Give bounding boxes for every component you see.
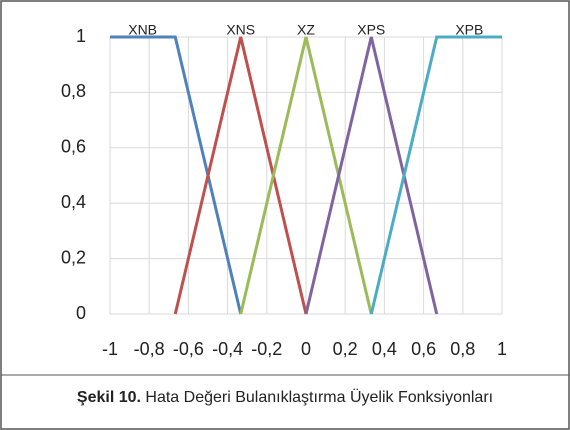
x-tick-label: 0,4 — [372, 339, 397, 359]
y-tick-label: 0,6 — [61, 137, 86, 157]
x-tick-label: 0,2 — [333, 339, 358, 359]
series-line — [304, 36, 439, 315]
x-tick-label: -0,6 — [173, 339, 204, 359]
x-tick-label: -0,8 — [134, 339, 165, 359]
y-tick-label: 0,2 — [61, 247, 86, 267]
y-tick-label: 0,4 — [61, 192, 86, 212]
y-tick-label: 1 — [76, 26, 86, 46]
series-label: XZ — [297, 22, 315, 38]
x-tick-label: 0,6 — [411, 339, 436, 359]
series-line — [110, 35, 243, 315]
y-tick-label: 0 — [76, 303, 86, 323]
series-label: XPS — [357, 22, 385, 38]
caption-label: Şekil 10. — [77, 389, 141, 406]
x-tick-label: 0 — [301, 339, 311, 359]
caption: Şekil 10. Hata Değeri Bulanıklaştırma Üy… — [77, 388, 493, 406]
series-label: XPB — [455, 22, 483, 38]
x-tick-label: -0,4 — [212, 339, 243, 359]
x-tick-label: 1 — [497, 339, 507, 359]
x-tick-label: -0,2 — [251, 339, 282, 359]
series-line — [369, 35, 502, 315]
series-label: XNS — [226, 22, 255, 38]
series-line — [239, 36, 373, 315]
x-tick-label: 0,8 — [450, 339, 475, 359]
series-label: XNB — [128, 22, 157, 38]
x-tick-label: -1 — [102, 339, 118, 359]
y-tick-label: 0,8 — [61, 81, 86, 101]
caption-text: Hata Değeri Bulanıklaştırma Üyelik Fonks… — [145, 388, 493, 406]
series-line — [173, 36, 308, 315]
